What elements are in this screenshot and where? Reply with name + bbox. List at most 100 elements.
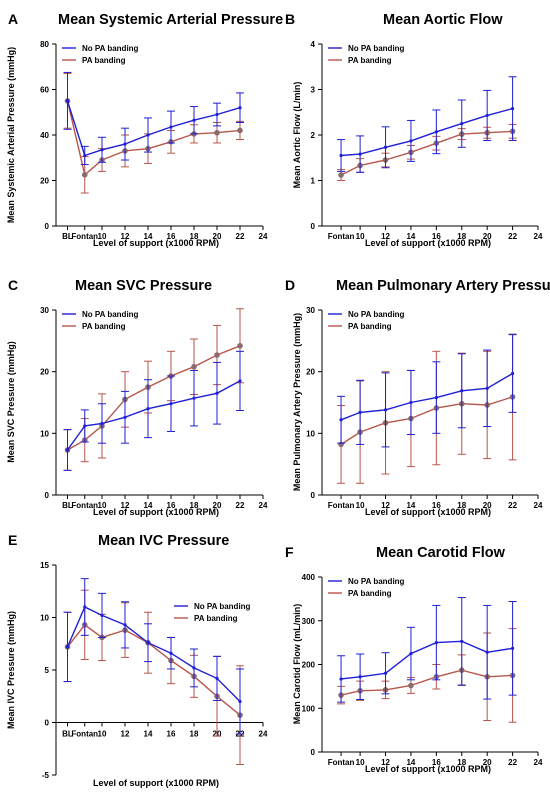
legend-label: PA banding — [82, 322, 126, 331]
y-tick-label: 1 — [311, 177, 316, 186]
panel-letter: D — [285, 277, 295, 293]
x-tick-label: Fontan — [71, 501, 98, 510]
data-point — [65, 99, 70, 103]
x-tick-label: 14 — [144, 501, 153, 510]
x-tick-label: 22 — [236, 501, 245, 510]
data-point — [339, 153, 343, 158]
x-tick-label: 14 — [406, 501, 415, 510]
x-tick-label: 10 — [356, 758, 365, 767]
data-point — [510, 107, 515, 111]
series-line — [340, 669, 513, 696]
x-tick-label: 24 — [534, 232, 543, 241]
x-tick-label: Fontan — [328, 232, 355, 241]
y-axis-label: Mean Systemic Arterial Pressure (mmHg) — [6, 47, 16, 223]
x-tick-label: 10 — [356, 501, 365, 510]
x-tick-label: Fontan — [328, 501, 355, 510]
x-tick-label: 24 — [534, 501, 543, 510]
data-point — [81, 172, 88, 178]
x-tick-label: 22 — [508, 758, 517, 767]
x-tick-label: 24 — [259, 501, 268, 510]
data-point — [65, 645, 70, 649]
y-tick-label: 0 — [311, 748, 316, 757]
panel-letter: A — [8, 11, 18, 27]
y-tick-label: -5 — [42, 771, 50, 780]
data-point — [339, 677, 343, 681]
series-no-pa-banding — [63, 350, 244, 471]
chart-panel-A: A Mean Systemic Arterial Pressure 0 20 40 60 8… — [6, 11, 283, 248]
series-no-pa-banding — [63, 71, 244, 166]
y-tick-label: 0 — [45, 222, 50, 231]
series-pa-banding — [337, 628, 517, 723]
y-tick-label: 400 — [302, 573, 316, 582]
y-axis-label: Mean SVC Pressure (mmHg) — [6, 341, 16, 463]
data-point — [383, 671, 388, 675]
data-point — [100, 148, 104, 152]
series-line — [340, 396, 513, 445]
data-point — [358, 152, 362, 156]
y-tick-label: 3 — [311, 86, 316, 95]
x-tick-label: 16 — [432, 758, 441, 767]
legend-label: No PA banding — [348, 310, 405, 319]
x-tick-label: 12 — [381, 232, 390, 241]
y-tick-label: 10 — [40, 614, 49, 623]
data-point — [192, 666, 196, 670]
data-point — [83, 424, 87, 428]
x-axis-label: Level of support (x1000 RPM) — [93, 507, 219, 517]
series-pa-banding — [337, 333, 517, 484]
data-point — [460, 122, 464, 126]
data-point — [408, 682, 414, 689]
series-line — [66, 380, 241, 451]
data-point — [460, 389, 464, 393]
x-axis-label: Level of support (x1000 RPM) — [93, 238, 219, 248]
x-tick-label: 10 — [356, 232, 365, 241]
series-line — [341, 107, 513, 157]
y-tick-label: 20 — [40, 177, 49, 186]
y-tick-label: 30 — [40, 306, 49, 315]
data-point — [215, 391, 219, 395]
x-tick-label: 12 — [121, 232, 130, 241]
data-point — [485, 113, 489, 118]
y-tick-label: 2 — [311, 131, 316, 140]
data-point — [238, 379, 242, 383]
legend-label: No PA banding — [348, 577, 405, 586]
y-tick-label: 10 — [40, 429, 49, 438]
x-tick-label: Fontan — [71, 232, 98, 241]
data-point — [123, 623, 127, 627]
x-tick-label: 20 — [483, 232, 492, 241]
legend-label: PA banding — [348, 56, 392, 65]
x-tick-label: 18 — [190, 232, 199, 241]
data-point — [83, 605, 87, 609]
data-point — [123, 415, 127, 419]
x-tick-label: 20 — [483, 758, 492, 767]
data-point — [237, 127, 243, 134]
x-tick-label: 16 — [167, 501, 176, 510]
y-tick-label: 80 — [40, 40, 49, 49]
data-point — [214, 129, 220, 136]
panel-letter: E — [8, 532, 17, 548]
series-no-pa-banding — [337, 597, 517, 703]
data-point — [409, 651, 413, 656]
data-point — [383, 408, 388, 412]
data-point — [215, 112, 219, 117]
series-line — [67, 345, 241, 451]
data-point — [460, 639, 464, 643]
y-tick-label: 200 — [302, 661, 316, 670]
x-axis-label: Level of support (x1000 RPM) — [93, 778, 219, 788]
x-tick-label: 18 — [190, 501, 199, 510]
y-tick-label: 300 — [302, 617, 316, 626]
y-tick-label: 30 — [306, 306, 315, 315]
series-no-pa-banding — [337, 334, 517, 448]
x-tick-label: 22 — [508, 501, 517, 510]
y-tick-label: 100 — [302, 704, 316, 713]
x-tick-label: 14 — [406, 232, 415, 241]
legend-label: No PA banding — [194, 602, 251, 611]
series-no-pa-banding — [63, 578, 244, 735]
chart-title: Mean SVC Pressure — [75, 278, 212, 294]
data-point — [485, 650, 489, 654]
x-tick-label: 20 — [213, 232, 222, 241]
x-tick-label: 12 — [381, 758, 390, 767]
data-point — [83, 153, 87, 158]
x-tick-label: 18 — [457, 758, 466, 767]
